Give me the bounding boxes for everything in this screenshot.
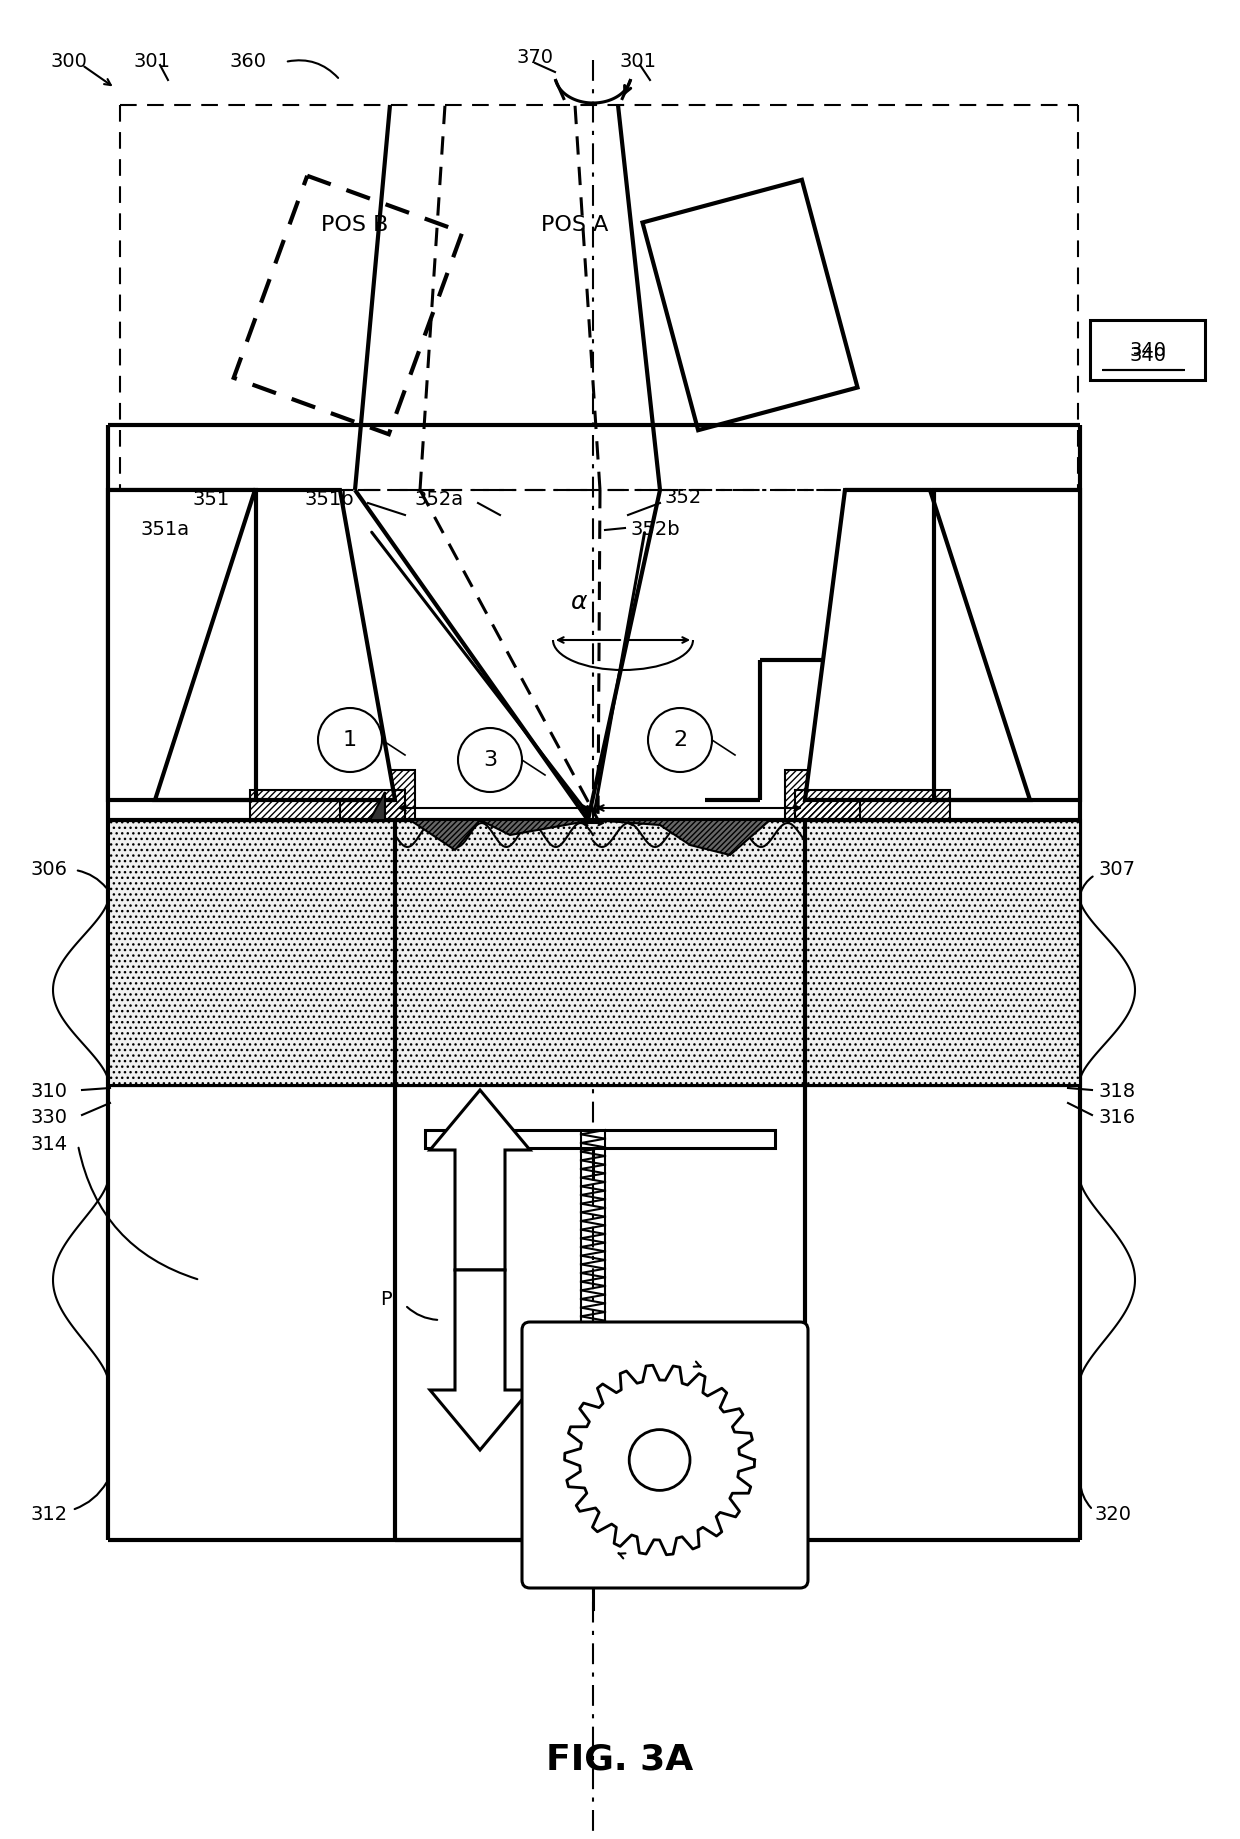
Text: 300: 300 <box>50 51 87 72</box>
Polygon shape <box>593 820 770 855</box>
Bar <box>108 489 255 800</box>
Text: 351b: 351b <box>305 489 355 509</box>
Text: POS B: POS B <box>321 215 388 235</box>
Text: 307: 307 <box>1097 861 1135 879</box>
Polygon shape <box>410 820 593 850</box>
Bar <box>108 820 1080 1085</box>
Text: 340: 340 <box>1130 340 1167 359</box>
Text: 340: 340 <box>1130 346 1167 364</box>
Text: 318: 318 <box>1097 1081 1135 1102</box>
Text: 1: 1 <box>343 730 357 750</box>
Bar <box>934 489 1080 800</box>
Bar <box>108 489 255 800</box>
Polygon shape <box>430 1091 529 1271</box>
Text: 312: 312 <box>30 1504 67 1525</box>
Text: 352a: 352a <box>415 489 464 509</box>
Text: 310: 310 <box>30 1081 67 1102</box>
Text: FIG. 3A: FIG. 3A <box>547 1743 693 1776</box>
Text: 352b: 352b <box>630 520 680 539</box>
Polygon shape <box>370 793 384 820</box>
Text: 314: 314 <box>30 1135 67 1155</box>
Bar <box>250 791 405 820</box>
Text: 370: 370 <box>517 48 553 66</box>
Bar <box>1090 320 1205 381</box>
Text: 320: 320 <box>1095 1504 1132 1525</box>
Text: 360: 360 <box>229 51 267 72</box>
Bar <box>934 489 1080 800</box>
Bar <box>795 791 950 820</box>
FancyBboxPatch shape <box>522 1322 808 1589</box>
Text: 351a: 351a <box>140 520 190 539</box>
Text: POS A: POS A <box>542 215 609 235</box>
Text: 352: 352 <box>665 487 702 508</box>
Text: 330: 330 <box>30 1109 67 1127</box>
Text: 301: 301 <box>134 51 171 72</box>
Bar <box>785 771 861 826</box>
Text: 3: 3 <box>482 750 497 771</box>
Text: α: α <box>570 590 587 614</box>
Bar <box>340 771 415 826</box>
Polygon shape <box>805 489 1030 800</box>
Text: 316: 316 <box>1097 1109 1135 1127</box>
Text: 351: 351 <box>192 489 229 509</box>
Text: 2: 2 <box>673 730 687 750</box>
Text: 306: 306 <box>30 861 67 879</box>
Bar <box>425 1129 775 1148</box>
Polygon shape <box>155 489 396 800</box>
Polygon shape <box>430 1271 529 1449</box>
Text: 301: 301 <box>620 51 656 72</box>
Text: P: P <box>379 1289 392 1309</box>
